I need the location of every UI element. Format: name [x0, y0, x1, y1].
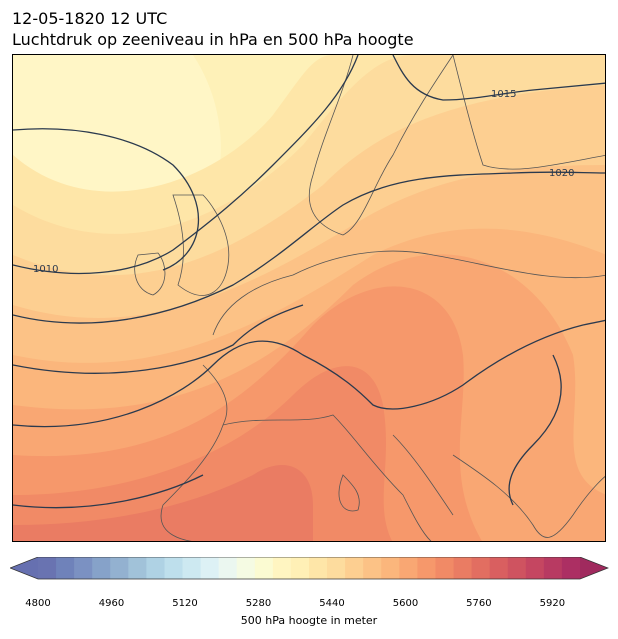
- colorbar-cell: [345, 557, 364, 579]
- colorbar-tick-label: 5280: [245, 598, 272, 609]
- isobar-label-1010: 1010: [33, 264, 58, 275]
- colorbar-tick-label: 5120: [172, 598, 198, 609]
- colorbar-cell: [236, 557, 256, 579]
- colorbar-cell: [254, 557, 274, 579]
- sardinia: [338, 474, 360, 512]
- isobar-label-1015: 1015: [491, 89, 516, 100]
- colorbar-tick-label: 4960: [98, 598, 125, 609]
- colorbar-label: 500 hPa hoogte in meter: [240, 614, 378, 627]
- isobar-1020: [13, 171, 605, 324]
- colorbar-tick-label: 4800: [25, 598, 51, 609]
- colorbar-cell: [381, 557, 400, 579]
- colorbar-cell: [218, 557, 238, 579]
- colorbar-cell: [182, 557, 202, 579]
- map-title: Luchtdruk op zeeniveau in hPa en 500 hPa…: [12, 30, 414, 49]
- isobar-west: [13, 304, 304, 374]
- height-field: [13, 55, 605, 541]
- colorbar-cell: [543, 557, 563, 579]
- ireland: [134, 252, 166, 296]
- scandinavia-coast: [309, 55, 454, 236]
- iberia-coast: [160, 364, 228, 541]
- colorbar-cell: [290, 557, 310, 579]
- mediterranean-north-coast: [222, 414, 432, 541]
- isobar-1015: [392, 55, 605, 101]
- colorbar-cell: [110, 557, 129, 579]
- isobar-1010: [13, 55, 359, 275]
- colorbar-cell: [327, 557, 346, 579]
- colorbar: [10, 557, 609, 580]
- colorbar-cells: [38, 557, 581, 579]
- coastlines: [134, 55, 605, 541]
- colorbar-over-arrow: [580, 557, 608, 579]
- colorbar-cell: [38, 557, 57, 579]
- north-coast-continent: [212, 250, 605, 336]
- balkan-coast: [452, 454, 605, 538]
- colorbar-cell: [453, 557, 473, 579]
- colorbar-under-arrow: [10, 557, 38, 579]
- colorbar-cell: [561, 557, 581, 579]
- colorbar-cell: [471, 557, 491, 579]
- height-band-9: [13, 465, 313, 541]
- colorbar-cell: [363, 557, 382, 579]
- great-britain: [172, 194, 230, 296]
- colorbar-cell: [507, 557, 527, 579]
- colorbar-cell: [489, 557, 509, 579]
- isobars: [13, 55, 605, 509]
- isobar-label-1020: 1020: [549, 168, 574, 179]
- colorbar-cell: [164, 557, 184, 579]
- weather-map: 1010 1015 1020: [12, 54, 606, 542]
- adriatic-coast: [392, 434, 454, 516]
- colorbar-tick-label: 5600: [392, 598, 419, 609]
- isobar-southeast: [508, 354, 562, 506]
- colorbar-cell: [92, 557, 111, 579]
- colorbar-cell: [399, 557, 418, 579]
- isobar-central: [13, 319, 605, 428]
- colorbar-cell: [435, 557, 455, 579]
- colorbar-cell: [74, 557, 93, 579]
- colorbar-cell: [272, 557, 292, 579]
- colorbar-cell: [525, 557, 545, 579]
- colorbar-tick-label: 5440: [319, 598, 345, 609]
- colorbar-cell: [417, 557, 436, 579]
- isobar-north-loop: [13, 128, 200, 271]
- colorbar-cell: [200, 557, 220, 579]
- colorbar-cell: [56, 557, 75, 579]
- colorbar-tick-label: 5760: [466, 598, 492, 609]
- colorbar-cell: [146, 557, 165, 579]
- colorbar-cell: [309, 557, 328, 579]
- colorbar-cell: [128, 557, 147, 579]
- colorbar-outline: [10, 557, 609, 580]
- timestamp-title: 12-05-1820 12 UTC: [12, 9, 168, 28]
- baltic-coast: [452, 55, 605, 170]
- isobar-southwest: [13, 474, 204, 509]
- colorbar-tick-label: 5920: [539, 598, 566, 609]
